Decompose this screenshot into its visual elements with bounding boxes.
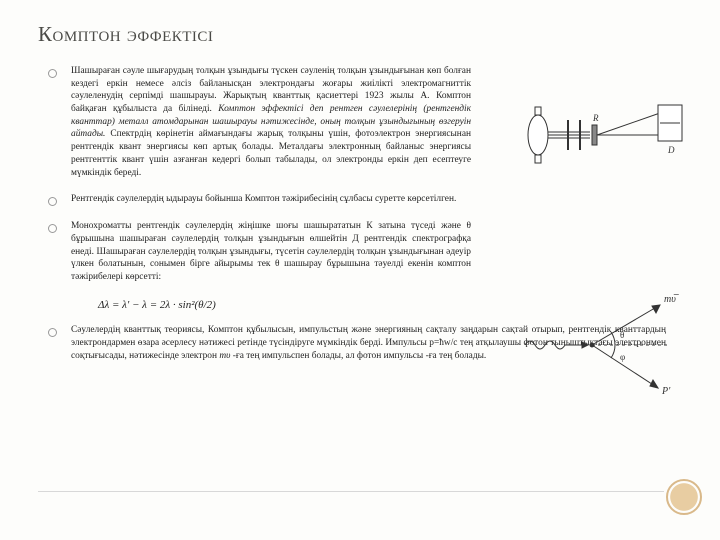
svg-text:φ: φ: [620, 352, 625, 362]
list-item: Монохроматты рентгендік сәулелердің жіңі…: [38, 220, 682, 283]
label-R: R: [592, 113, 599, 123]
decoration-circle-icon: [666, 479, 702, 515]
bullet-icon: [48, 197, 57, 206]
paragraph-3: Монохроматты рентгендік сәулелердің жіңі…: [71, 220, 471, 283]
label-m: mυ̅: [664, 294, 680, 305]
page-title: Комптон эффектісі: [38, 22, 682, 47]
paragraph-2: Рентгендік сәулелердің ыдырауы бойынша К…: [71, 193, 471, 206]
figure-apparatus: R D: [520, 95, 690, 180]
formula: Δλ = λ' − λ = 2λ · sin²(θ/2): [98, 298, 216, 313]
figure-vectors: mυ̅ P' θ φ: [520, 290, 690, 400]
bullet-icon: [48, 328, 57, 337]
label-p: P': [661, 386, 671, 397]
bullet-icon: [48, 69, 57, 78]
label-D: D: [667, 145, 675, 155]
paragraph-1: Шашыраған сәуле шығарудың толқын ұзындығ…: [71, 65, 471, 179]
list-item: Рентгендік сәулелердің ыдырауы бойынша К…: [38, 193, 682, 206]
bullet-icon: [48, 224, 57, 233]
divider: [38, 491, 664, 492]
svg-text:θ: θ: [620, 330, 624, 340]
